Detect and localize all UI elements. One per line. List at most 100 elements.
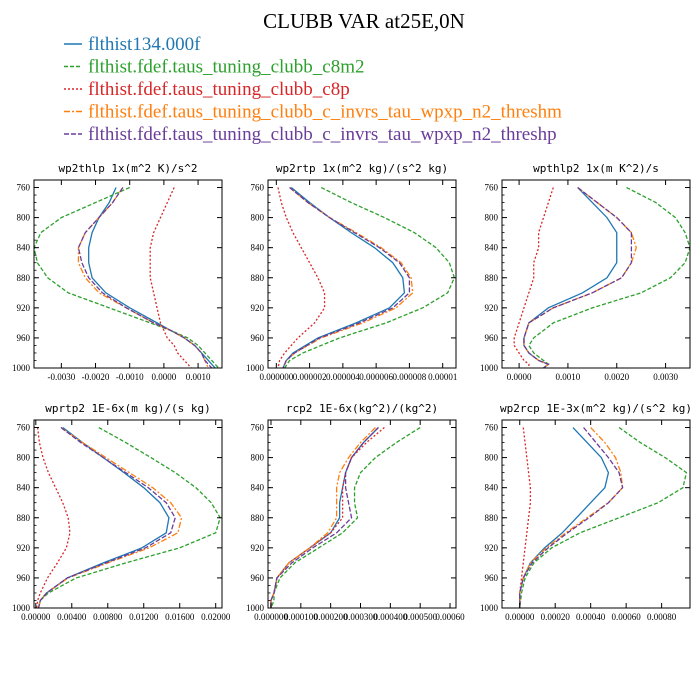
panel-title: rcp2 1E-6x(kg^2)/(kg^2) [286, 402, 438, 415]
chart-panel-3: wpthlp2 1x(m K^2)/s 760 800 840 880 920 960 100… [480, 162, 691, 382]
plot-frame [33, 419, 223, 609]
x-tick-label: 0.0000 [152, 372, 177, 382]
series-line-c8m2 [270, 426, 421, 608]
series-line-threshp [77, 187, 213, 368]
y-tick-label: 1000 [12, 363, 31, 373]
y-tick-label: 880 [17, 513, 31, 523]
x-tick-label: 0.000300 [344, 612, 378, 622]
legend-entry: flthist.fdef.taus_tuning_clubb_c8p [88, 79, 350, 100]
x-tick-label: 0.000006 [359, 372, 393, 382]
x-tick-label: 0.00020 [541, 612, 571, 622]
y-tick-label: 760 [251, 183, 265, 193]
y-tick-label: 760 [485, 183, 499, 193]
chart-panel-2: wp2rtp 1x(m^2 kg)/(s^2 kg) 760 800 840 880 92… [246, 162, 457, 382]
y-tick-label: 880 [251, 273, 265, 283]
x-tick-label: 0.000002 [293, 372, 327, 382]
x-tick-label: 0.000000 [254, 612, 288, 622]
series-line-c8p [513, 187, 554, 368]
x-tick-label: 0.01200 [129, 612, 159, 622]
y-tick-label: 1000 [246, 603, 265, 613]
series-line-flthist134-000f [88, 187, 216, 368]
x-tick-label: 0.02000 [201, 612, 231, 622]
y-tick-label: 840 [17, 243, 31, 253]
series-line-threshm [37, 426, 183, 608]
series-line-flthist134-000f [37, 427, 170, 608]
panel-title: wp2thlp 1x(m^2 K)/s^2 [58, 162, 197, 175]
y-tick-label: 920 [251, 543, 265, 553]
y-tick-label: 840 [485, 243, 499, 253]
y-tick-label: 1000 [12, 603, 31, 613]
plot-frame [267, 419, 457, 609]
plot-frame [501, 419, 691, 609]
legend-entry: flthist.fdef.taus_tuning_clubb_c_invrs_t… [88, 102, 562, 123]
y-tick-label: 1000 [246, 363, 265, 373]
y-tick-label: 1000 [480, 363, 499, 373]
y-tick-label: 840 [251, 483, 265, 493]
legend-entry: flthist134.000f [88, 34, 201, 55]
y-tick-label: 840 [485, 483, 499, 493]
x-tick-label: 0.000400 [373, 612, 407, 622]
y-tick-label: 960 [485, 573, 499, 583]
plot-frame [267, 179, 457, 369]
y-tick-label: 1000 [480, 603, 499, 613]
chart-panel-4: wprtp2 1E-6x(m kg)/(s kg) 760 800 840 880 920… [12, 402, 231, 622]
x-tick-label: 0.000000 [259, 372, 293, 382]
y-tick-label: 920 [485, 303, 499, 313]
series-line-c8m2 [34, 186, 220, 368]
panel-title: wp2rtp 1x(m^2 kg)/(s^2 kg) [276, 162, 448, 175]
series-line-c8p [519, 427, 532, 608]
y-tick-label: 880 [251, 513, 265, 523]
x-tick-label: -0.0030 [47, 372, 75, 382]
y-tick-label: 960 [251, 333, 265, 343]
series-line-threshm [270, 427, 376, 608]
series-line-flthist134-000f [282, 187, 406, 368]
y-tick-label: 920 [251, 303, 265, 313]
legend: flthist134.000fflthist.fdef.taus_tuning_… [64, 34, 562, 145]
panels: wp2thlp 1x(m^2 K)/s^2 760 800 840 880 920 960 1… [12, 162, 692, 622]
series-line-c8m2 [37, 426, 221, 608]
chart-panel-1: wp2thlp 1x(m^2 K)/s^2 760 800 840 880 920 960 1… [12, 162, 223, 382]
y-tick-label: 760 [251, 423, 265, 433]
y-tick-label: 960 [485, 333, 499, 343]
y-tick-label: 960 [17, 333, 31, 343]
series-line-threshp [282, 187, 411, 368]
x-tick-label: 0.00060 [612, 612, 642, 622]
series-line-c8p [149, 187, 192, 368]
y-tick-label: 800 [485, 213, 499, 223]
y-tick-label: 880 [17, 273, 31, 283]
x-tick-label: 0.00040 [576, 612, 606, 622]
series-line-threshp [37, 427, 176, 608]
x-tick-label: 0.00800 [93, 612, 123, 622]
x-tick-label: 0.01600 [165, 612, 195, 622]
series-line-threshp [523, 187, 633, 368]
legend-entry: flthist.fdef.taus_tuning_clubb_c8m2 [88, 57, 365, 78]
x-tick-label: 0.00001 [428, 372, 457, 382]
x-tick-label: 0.0030 [653, 372, 678, 382]
y-tick-label: 760 [485, 423, 499, 433]
panel-title: wp2rcp 1E-3x(m^2 kg)/(s^2 kg) [500, 402, 692, 415]
y-tick-label: 920 [17, 543, 31, 553]
panel-title: wpthlp2 1x(m K^2)/s [533, 162, 659, 175]
x-tick-label: 0.0020 [604, 372, 629, 382]
y-tick-label: 800 [17, 453, 31, 463]
y-tick-label: 880 [485, 273, 499, 283]
y-tick-label: 960 [251, 573, 265, 583]
series-line-c8p [277, 187, 326, 368]
x-tick-label: 0.000008 [393, 372, 427, 382]
x-tick-label: 0.0010 [556, 372, 581, 382]
x-tick-label: 0.00000 [505, 612, 535, 622]
series-line-threshm [523, 187, 637, 368]
y-tick-label: 840 [251, 243, 265, 253]
chart-panel-5: rcp2 1E-6x(kg^2)/(kg^2) 760 800 840 880 920 96… [246, 402, 465, 622]
figure-title: CLUBB VAR at25E,0N [263, 9, 465, 33]
y-tick-label: 840 [17, 483, 31, 493]
x-tick-label: 0.0000 [507, 372, 532, 382]
legend-entry: flthist.fdef.taus_tuning_clubb_c_invrs_t… [88, 124, 557, 145]
y-tick-label: 800 [485, 453, 499, 463]
series-line-c8m2 [284, 186, 456, 368]
x-tick-label: 0.000004 [326, 372, 360, 382]
panel-title: wprtp2 1E-6x(m kg)/(s kg) [45, 402, 211, 415]
x-tick-label: 0.00080 [647, 612, 677, 622]
x-tick-label: 0.00400 [57, 612, 87, 622]
y-tick-label: 800 [251, 453, 265, 463]
